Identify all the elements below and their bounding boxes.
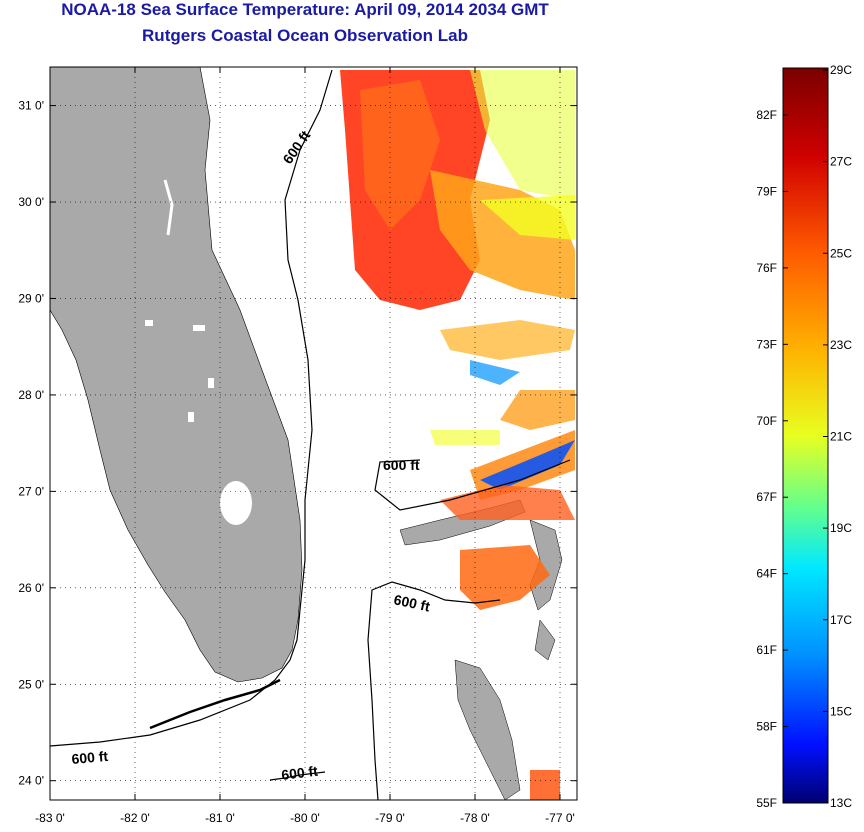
lon-tick-label: -81 0' [205, 811, 235, 825]
colorbar-c-label: 17C [830, 613, 852, 627]
lat-tick-label: 27 0' [18, 484, 44, 498]
lat-tick-label: 24 0' [18, 774, 44, 788]
lake [193, 325, 205, 331]
colorbar-f-label: 76F [756, 261, 777, 275]
lon-tick-label: -78 0' [460, 811, 490, 825]
contour-label: 600 ft [71, 748, 109, 767]
lat-tick-label: 31 0' [18, 99, 44, 113]
lake [145, 320, 153, 326]
colorbar-c-label: 21C [830, 430, 852, 444]
colorbar-f-label: 82F [756, 108, 777, 122]
lon-tick-label: -77 0' [545, 811, 575, 825]
sst-data [340, 70, 575, 800]
colorbar-c-label: 13C [830, 796, 852, 810]
contour-label: 600 ft [392, 591, 431, 614]
colorbar [782, 67, 829, 804]
lake [208, 378, 214, 388]
lake [188, 412, 194, 422]
colorbar-c-label: 23C [830, 338, 852, 352]
colorbar-c-label: 29C [830, 63, 852, 77]
lon-tick-label: -79 0' [375, 811, 405, 825]
lake-okeechobee [220, 481, 252, 525]
lat-tick-label: 28 0' [18, 388, 44, 402]
eleuthera [534, 619, 556, 661]
lat-tick-label: 30 0' [18, 195, 44, 209]
florida-keys [149, 678, 281, 730]
map-subtitle: Rutgers Coastal Ocean Observation Lab [142, 26, 468, 45]
lat-tick-label: 25 0' [18, 677, 44, 691]
colorbar-f-label: 64F [756, 567, 777, 581]
lon-tick-label: -82 0' [120, 811, 150, 825]
river [163, 179, 174, 236]
colorbar-f-label: 73F [756, 337, 777, 351]
contour-600ft-south [269, 771, 326, 781]
lon-tick-label: -83 0' [35, 811, 65, 825]
colorbar-ticks: 82F 79F 76F 73F 70F 67F 64F 61F 58F 55F 29C 27C 25C 2… [756, 63, 852, 810]
lon-tick-label: -80 0' [290, 811, 320, 825]
contour-label: 600 ft [383, 457, 420, 473]
andros [454, 659, 521, 800]
colorbar-f-label: 55F [756, 796, 777, 810]
contour-600ft-bahamas-north [374, 459, 571, 511]
colorbar-f-label: 70F [756, 414, 777, 428]
contour-600ft-bahamas-south [367, 581, 501, 800]
colorbar-c-label: 27C [830, 155, 852, 169]
contour-label: 600 ft [280, 763, 319, 783]
florida-landmass [50, 67, 303, 683]
lat-tick-label: 26 0' [18, 581, 44, 595]
colorbar-f-label: 67F [756, 490, 777, 504]
contour-600ft-florida [50, 69, 333, 747]
colorbar-f-label: 58F [756, 720, 777, 734]
colorbar-c-label: 25C [830, 246, 852, 260]
axis-ticks: -83 0' -82 0' -81 0' -80 0' -79 0' -78 0' -77 … [18, 67, 577, 825]
colorbar-f-label: 61F [756, 643, 777, 657]
map-title: NOAA-18 Sea Surface Temperature: April 0… [61, 0, 549, 19]
colorbar-c-label: 19C [830, 521, 852, 535]
map-frame [49, 66, 578, 801]
lat-tick-label: 29 0' [18, 291, 44, 305]
colorbar-f-label: 79F [756, 184, 777, 198]
colorbar-c-label: 15C [830, 704, 852, 718]
